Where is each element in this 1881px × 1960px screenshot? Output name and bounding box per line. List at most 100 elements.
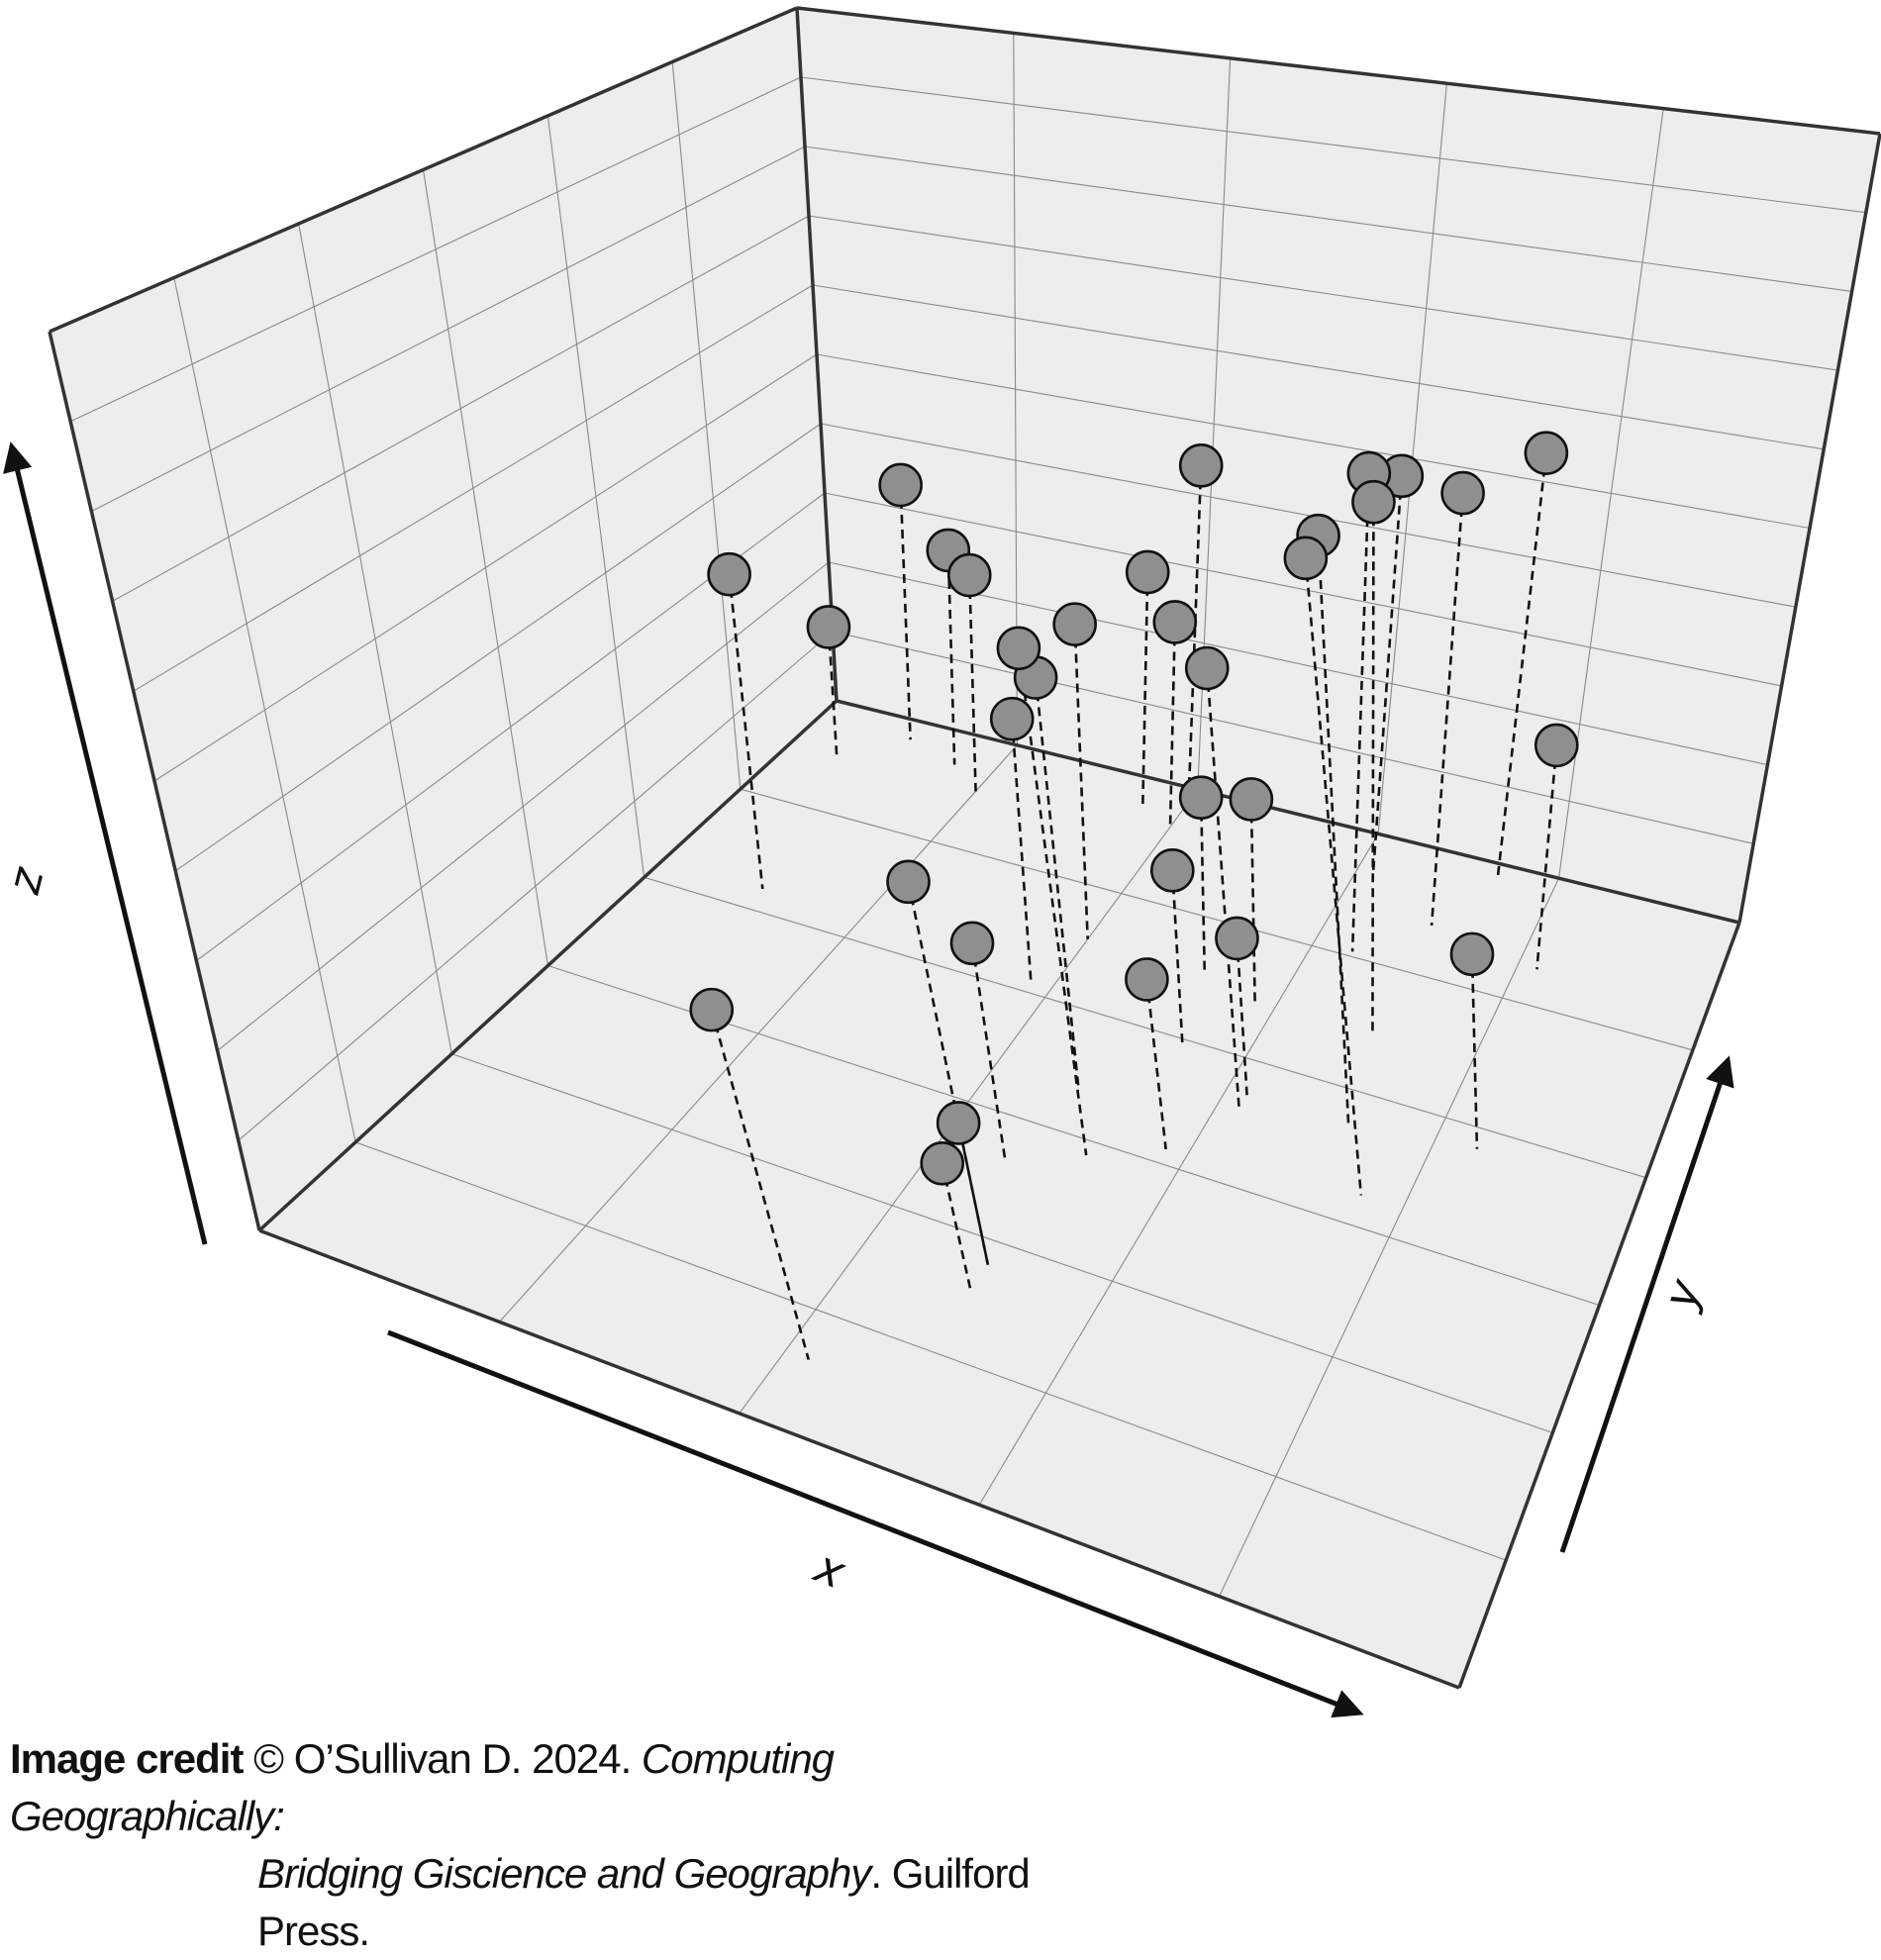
- drop-line: [1249, 799, 1256, 1003]
- data-point: [1052, 602, 1097, 646]
- data-point: [936, 1101, 981, 1145]
- figure: x y z Image credit © O’Sullivan D. 2024.…: [0, 6, 1881, 1954]
- left-wall-gridline: [133, 284, 814, 692]
- data-point: [949, 921, 995, 966]
- drop-line: [899, 484, 912, 740]
- back-wall-gridline: [828, 561, 1768, 766]
- data-point: [806, 605, 851, 649]
- data-point: [1184, 645, 1230, 691]
- back-wall-gridline: [832, 631, 1754, 844]
- drop-line: [1304, 557, 1363, 1196]
- box-edge: [836, 699, 1740, 925]
- drop-line: [1430, 493, 1464, 927]
- floor-gridline: [644, 876, 1646, 1179]
- data-point: [1125, 549, 1170, 595]
- scatter-3d-chart: x y z: [0, 6, 1881, 1718]
- drop-line: [1145, 979, 1167, 1150]
- box-edge: [48, 331, 261, 1231]
- box-edge: [49, 6, 798, 334]
- z-axis-label: z: [0, 861, 54, 899]
- data-point: [996, 626, 1041, 671]
- left-wall-gridline: [238, 631, 834, 1141]
- data-point: [1149, 848, 1195, 893]
- back-wall-gridline: [804, 146, 1852, 292]
- box-frame: [48, 6, 1881, 1690]
- data-point: [878, 462, 923, 508]
- box-edge: [257, 699, 839, 1232]
- x-axis-arrow: [387, 1329, 1364, 1718]
- back-wall-gridline: [824, 492, 1782, 687]
- data-point: [989, 696, 1035, 741]
- drop-line: [710, 1009, 810, 1360]
- drop-lines: [710, 452, 1558, 1360]
- data-point: [1178, 443, 1224, 488]
- left-wall-gridline: [112, 215, 810, 602]
- floor-panel: [259, 701, 1739, 1688]
- box-edge: [1457, 922, 1741, 1689]
- drop-line: [1317, 536, 1350, 1127]
- back-wall-gridline: [820, 423, 1796, 608]
- credit-text: © O’Sullivan D. 2024.: [243, 1735, 642, 1782]
- drop-line: [1168, 622, 1177, 828]
- back-wall-gridline: [800, 76, 1866, 214]
- y-axis-label: y: [1651, 1272, 1712, 1317]
- drop-line: [970, 942, 1007, 1161]
- data-point: [920, 1140, 965, 1186]
- data-point: [1351, 479, 1396, 525]
- drop-line: [1535, 744, 1558, 970]
- data-point: [1449, 931, 1495, 977]
- floor-gridline: [354, 1141, 1507, 1561]
- data-points: [689, 431, 1579, 1186]
- box-edge: [796, 6, 1881, 136]
- image-credit: Image credit © O’Sullivan D. 2024. Compu…: [10, 1730, 1099, 1960]
- drop-line: [967, 574, 977, 792]
- floor-gridline: [740, 788, 1693, 1051]
- credit-title-part-1: Computing Geographically:: [10, 1735, 835, 1839]
- credit-line-2: Bridging Giscience and Geography. Guilfo…: [10, 1845, 1099, 1960]
- data-point: [1283, 536, 1329, 581]
- back-wall-gridline: [812, 284, 1825, 450]
- left-wall-gridline: [153, 353, 818, 782]
- back-wall-panel: [797, 8, 1880, 923]
- back-wall-gridline: [816, 353, 1811, 530]
- drop-line: [1371, 475, 1404, 879]
- left-wall-gridline: [217, 561, 830, 1051]
- drop-line: [1034, 677, 1080, 1091]
- credit-label: Image credit: [10, 1735, 244, 1782]
- data-point: [1178, 775, 1224, 820]
- data-point: [707, 551, 751, 597]
- drop-line: [1017, 647, 1088, 1156]
- credit-line-1: Image credit © O’Sullivan D. 2024. Compu…: [10, 1730, 1099, 1845]
- drop-line: [1141, 571, 1149, 806]
- gridlines: [69, 33, 1866, 1597]
- left-wall-gridline: [91, 146, 806, 513]
- data-point: [1152, 600, 1198, 644]
- box-edge: [795, 7, 839, 702]
- drop-line: [1073, 624, 1089, 939]
- data-point: [1524, 431, 1569, 475]
- data-point: [689, 987, 735, 1032]
- drop-line: [1496, 452, 1548, 880]
- data-point: [1229, 777, 1274, 822]
- box-edge: [258, 1228, 1460, 1690]
- drop-line: [907, 881, 990, 1266]
- box-panels: [50, 8, 1880, 1688]
- left-wall-gridline: [69, 76, 802, 423]
- x-axis-label: x: [806, 1538, 853, 1599]
- box-edge: [1737, 133, 1881, 924]
- drop-line: [728, 574, 764, 890]
- left-wall-panel: [50, 8, 837, 1230]
- drop-line: [956, 1123, 990, 1266]
- data-point: [946, 552, 992, 598]
- y-axis-arrow: [1559, 1055, 1734, 1553]
- left-wall-gridline: [174, 423, 822, 872]
- axis-arrows: [3, 441, 1734, 1718]
- drop-line: [1236, 937, 1248, 1096]
- back-wall-gridline: [808, 215, 1838, 371]
- data-point: [1534, 723, 1579, 768]
- drop-line: [946, 549, 956, 765]
- data-point: [1125, 957, 1169, 1002]
- z-axis-arrow: [3, 441, 208, 1245]
- data-point: [886, 859, 931, 905]
- drop-line: [1470, 953, 1479, 1149]
